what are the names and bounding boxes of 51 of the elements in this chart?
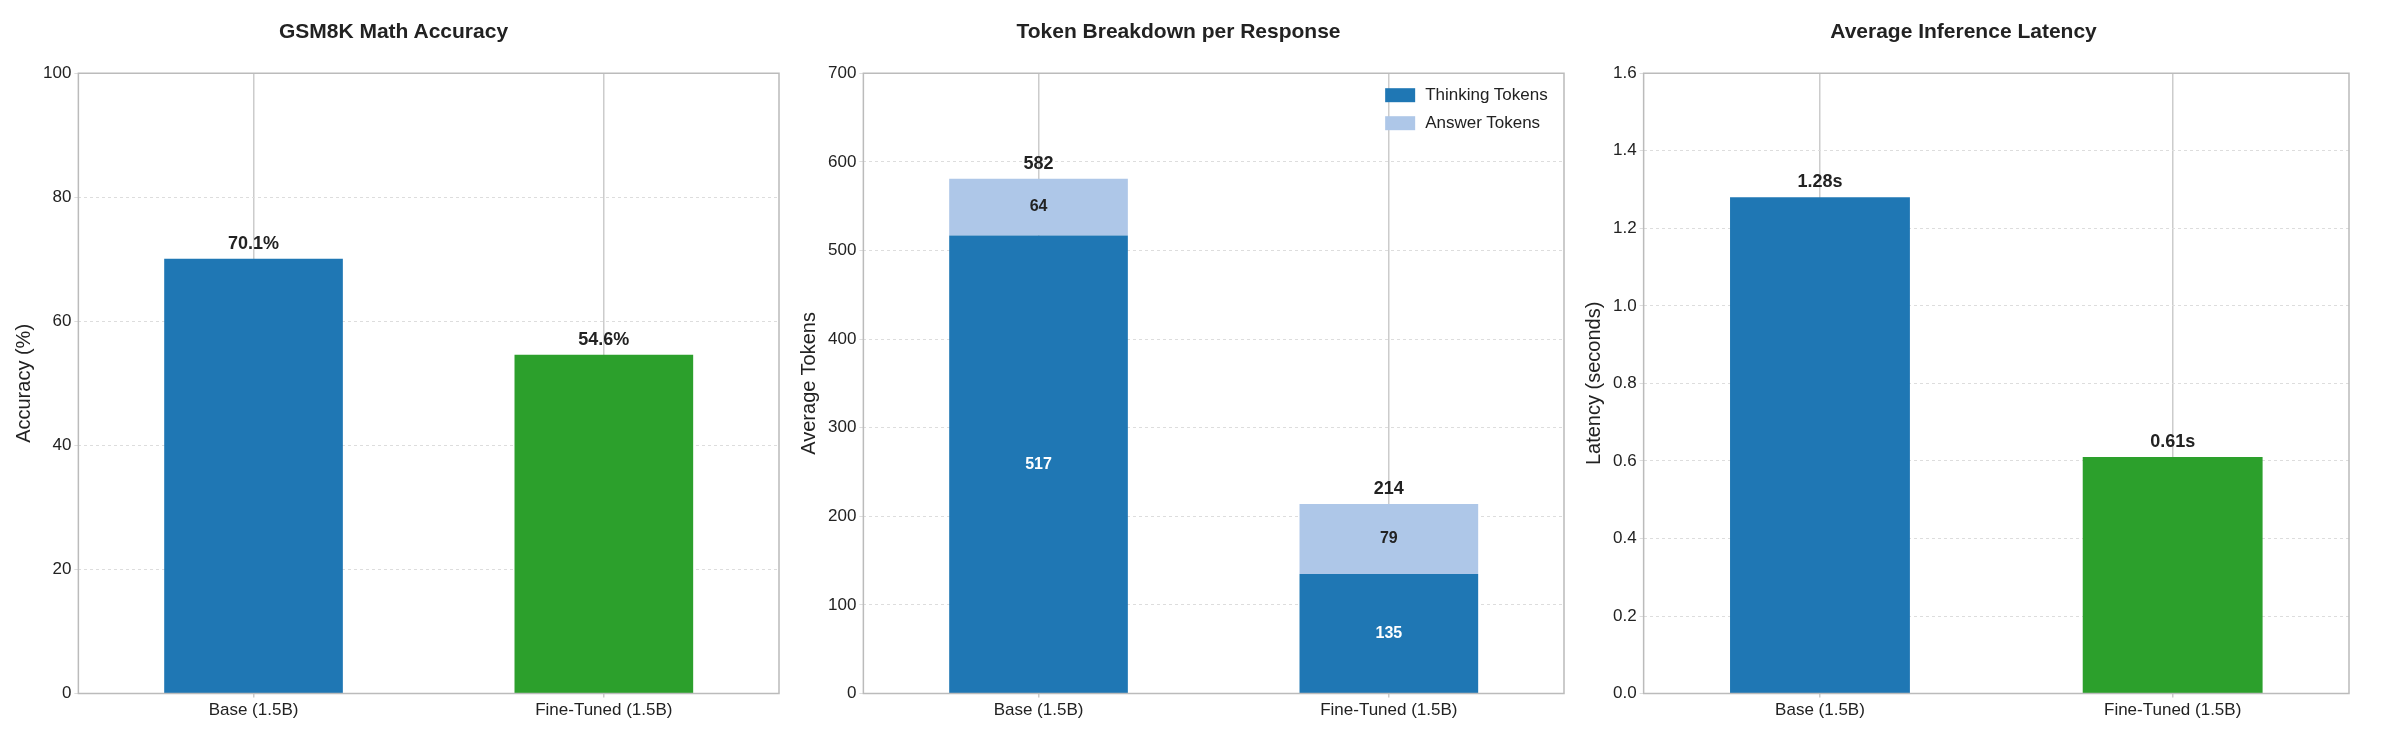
x-tick-label: Base (1.5B)	[1775, 700, 1865, 720]
legend-label: Answer Tokens	[1425, 112, 1541, 132]
y-tick-label: 300	[827, 417, 857, 437]
y-tick-label: 0.4	[1612, 528, 1637, 548]
y-tick-label: 80	[52, 186, 72, 206]
chart-title: Average Inference Latency	[1830, 19, 2098, 43]
data-label: 1.28s	[1797, 171, 1843, 192]
x-tick-label: Fine-Tuned (1.5B)	[1320, 700, 1458, 720]
y-tick-label: 1.0	[1612, 295, 1637, 315]
y-tick-label: 1.2	[1612, 217, 1637, 237]
y-tick-label: 400	[827, 328, 857, 348]
bar	[949, 178, 1128, 236]
data-label: 135	[1375, 623, 1403, 641]
data-label: 0.61s	[2150, 431, 2196, 452]
chart-title: Token Breakdown per Response	[1016, 19, 1341, 43]
data-label: 64	[1029, 197, 1048, 215]
y-tick-label: 600	[827, 151, 857, 171]
x-tick-label: Base (1.5B)	[208, 700, 299, 720]
bar	[1299, 573, 1479, 694]
y-tick-label: 700	[827, 62, 857, 82]
x-tick-label: Base (1.5B)	[993, 700, 1084, 720]
y-tick-label: 0.2	[1612, 605, 1637, 625]
y-tick-label: 1.4	[1612, 140, 1637, 160]
data-label: 517	[1025, 454, 1052, 472]
x-tick-label: Fine-Tuned (1.5B)	[535, 700, 673, 720]
y-tick-label: 200	[827, 506, 857, 526]
total-label: 214	[1373, 477, 1404, 498]
y-tick-label: 40	[52, 435, 72, 455]
data-label: 54.6%	[578, 328, 630, 349]
y-axis-title: Accuracy (%)	[11, 323, 34, 443]
data-label: 79	[1379, 529, 1398, 547]
y-axis-title: Average Tokens	[796, 312, 819, 455]
x-tick-label: Fine-Tuned (1.5B)	[2103, 700, 2242, 720]
y-tick-label: 500	[827, 240, 857, 260]
y-tick-label: 0	[846, 683, 857, 703]
y-tick-label: 0.0	[1612, 683, 1637, 703]
y-tick-label: 1.6	[1612, 62, 1637, 82]
legend-label: Thinking Tokens	[1425, 84, 1548, 104]
y-tick-label: 0.6	[1612, 450, 1637, 470]
total-label: 582	[1023, 152, 1054, 173]
y-tick-label: 0	[61, 683, 72, 703]
y-tick-label: 100	[42, 62, 72, 82]
y-tick-label: 60	[52, 311, 72, 331]
bar	[949, 235, 1128, 694]
y-tick-label: 20	[52, 559, 72, 579]
y-tick-label: 0.8	[1612, 373, 1637, 393]
y-tick-label: 100	[827, 594, 857, 614]
data-label: 70.1%	[228, 232, 280, 253]
bar	[1299, 503, 1479, 574]
y-axis-title: Latency (seconds)	[1581, 301, 1604, 466]
chart-title: GSM8K Math Accuracy	[278, 19, 509, 43]
